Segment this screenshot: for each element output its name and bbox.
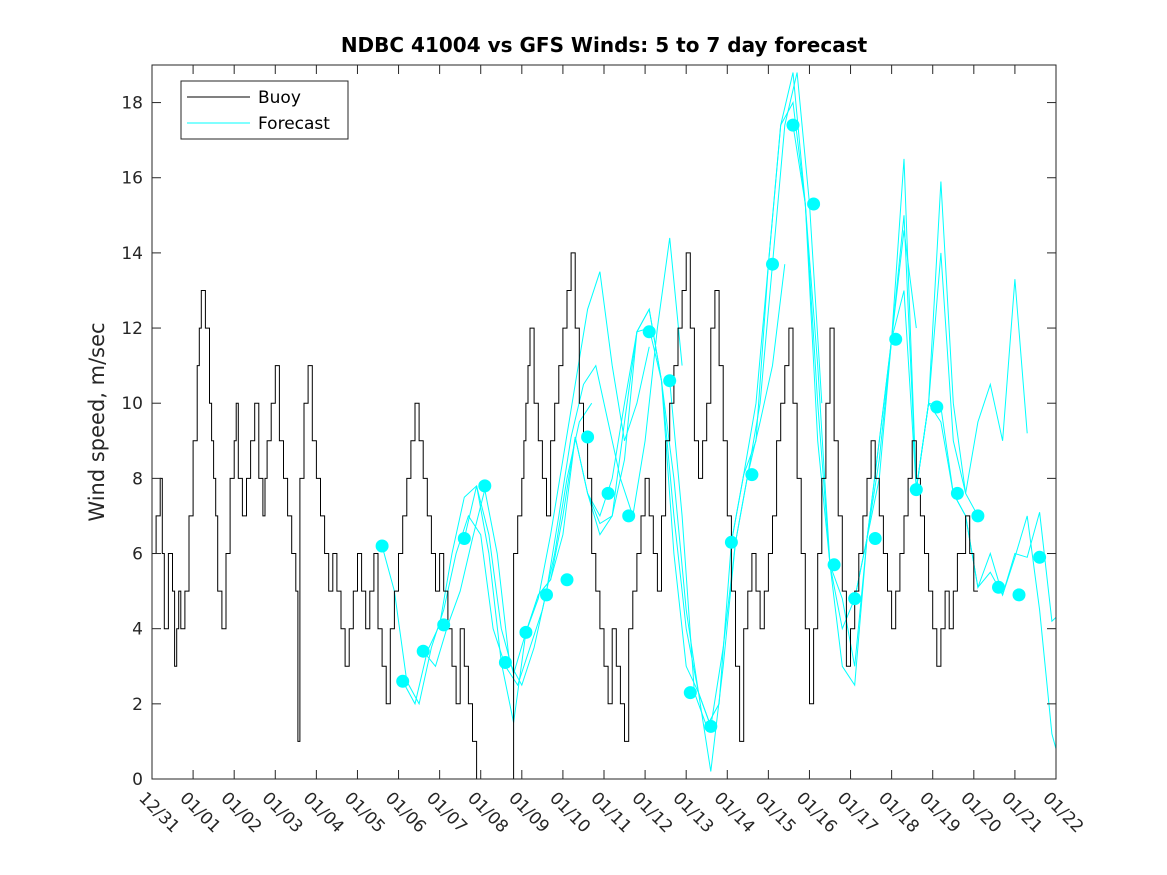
forecast-marker-point [909, 483, 923, 497]
legend-label-buoy: Buoy [258, 88, 301, 108]
forecast-marker-point [519, 625, 533, 639]
legend-label-forecast: Forecast [258, 114, 330, 134]
forecast-marker-point [930, 400, 944, 414]
y-tick-label: 18 [121, 94, 143, 114]
y-axis: 0 2 4 6 8 10 12 14 16 18 [121, 94, 1056, 790]
y-tick-label: 0 [132, 770, 143, 790]
forecast-marker-point [601, 486, 615, 500]
y-tick-label: 6 [132, 545, 143, 565]
forecast-marker-point [683, 686, 697, 700]
forecast-marker-point [1033, 550, 1047, 564]
axes-background [152, 65, 1056, 779]
forecast-marker-point [396, 674, 410, 688]
y-tick-label: 2 [132, 695, 143, 715]
forecast-run-line-7 [669, 72, 917, 728]
forecast-marker-point [642, 325, 656, 339]
legend: Buoy Forecast [180, 80, 349, 140]
chart-title: NDBC 41004 vs GFS Winds: 5 to 7 day fore… [341, 33, 868, 57]
forecast-marker-point [724, 535, 738, 549]
y-axis-label: Wind speed, m/sec [85, 322, 109, 521]
forecast-run-line-3 [422, 237, 683, 687]
y-tick-label: 12 [121, 319, 143, 339]
forecast-marker-point [437, 618, 451, 632]
forecast-marker-point [560, 573, 574, 587]
forecast-marker-point [478, 479, 492, 493]
forecast-marker-point [622, 509, 636, 523]
forecast-marker-point [868, 532, 882, 545]
forecast-marker-point [766, 257, 779, 271]
forecast-marker-point [375, 539, 389, 553]
forecast-marker-point [827, 558, 841, 572]
forecast-marker-point [786, 118, 800, 132]
forecast-marker-point [950, 486, 964, 500]
forecast-marker-point [745, 468, 759, 482]
plot-area [151, 64, 1057, 780]
forecast-run-line-8 [730, 100, 979, 687]
forecast-run-line-6 [587, 72, 823, 772]
forecast-marker-point [807, 197, 821, 211]
forecast-marker-point [457, 532, 471, 545]
forecast-marker-point [704, 719, 718, 733]
forecast-marker-point [889, 332, 903, 346]
forecast-marker-point [416, 644, 430, 658]
forecast-run-line-1 [381, 402, 593, 706]
forecast-markers [375, 118, 1047, 733]
y-tick-label: 4 [132, 620, 143, 640]
y-tick-label: 10 [121, 394, 143, 414]
forecast-marker-point [498, 656, 512, 669]
forecast-marker-point [971, 509, 985, 523]
buoy-line [152, 252, 978, 780]
y-tick-label: 8 [132, 469, 143, 489]
legend-box [180, 80, 349, 140]
buoy-line-group [152, 252, 978, 780]
forecast-marker-point [663, 374, 677, 388]
forecast-marker-point [992, 580, 1005, 594]
y-tick-label: 14 [121, 244, 143, 264]
forecast-marker-point [1012, 588, 1026, 602]
forecast-marker-point [581, 430, 595, 444]
forecast-marker-point [848, 592, 862, 606]
forecast-marker-point [540, 588, 553, 602]
y-tick-label: 16 [121, 169, 143, 189]
